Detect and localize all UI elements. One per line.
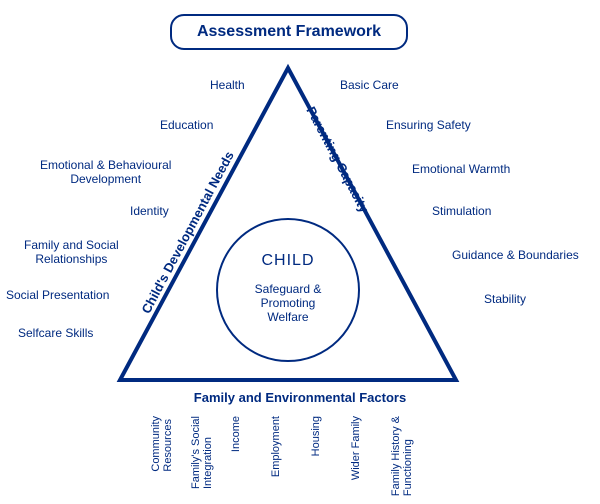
center-line2: Safeguard & — [222, 282, 354, 296]
right-item-3: Stimulation — [432, 204, 491, 218]
right-item-5: Stability — [484, 292, 526, 306]
right-item-4: Guidance & Boundaries — [452, 248, 579, 262]
right-item-0: Basic Care — [340, 78, 399, 92]
center-child: CHILD — [222, 252, 354, 270]
right-item-1: Ensuring Safety — [386, 118, 471, 132]
left-item-6: Selfcare Skills — [18, 326, 93, 340]
left-item-4: Family and Social Relationships — [24, 238, 119, 266]
bottom-item-2: Income — [230, 416, 242, 452]
center-line4: Welfare — [222, 310, 354, 324]
left-item-2: Emotional & Behavioural Development — [40, 158, 171, 186]
bottom-item-3: Employment — [270, 416, 282, 477]
left-item-0: Health — [210, 78, 245, 92]
bottom-item-0: Community Resources — [150, 416, 174, 472]
axis-bottom-label: Family and Environmental Factors — [0, 390, 600, 405]
right-item-2: Emotional Warmth — [412, 162, 510, 176]
center-line3: Promoting — [222, 296, 354, 310]
bottom-item-4: Housing — [310, 416, 322, 456]
left-item-3: Identity — [130, 204, 169, 218]
left-item-5: Social Presentation — [6, 288, 109, 302]
left-item-1: Education — [160, 118, 213, 132]
bottom-item-1: Family's Social Integration — [190, 416, 214, 489]
bottom-item-6: Family History & Functioning — [390, 416, 414, 496]
center-content: CHILD Safeguard & Promoting Welfare — [222, 252, 354, 324]
bottom-item-5: Wider Family — [350, 416, 362, 480]
